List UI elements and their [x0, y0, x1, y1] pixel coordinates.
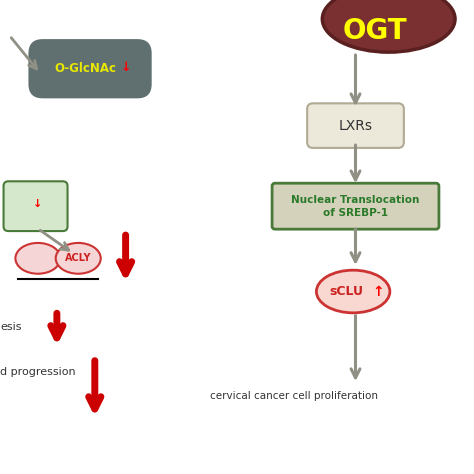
FancyBboxPatch shape	[28, 39, 152, 99]
Text: ↑: ↑	[372, 284, 383, 299]
Ellipse shape	[316, 270, 390, 313]
Text: cervical cancer cell proliferation: cervical cancer cell proliferation	[210, 391, 378, 401]
Text: ACLY: ACLY	[65, 253, 91, 264]
Text: d progression: d progression	[0, 367, 76, 377]
Text: ↓: ↓	[120, 61, 131, 74]
FancyBboxPatch shape	[307, 103, 404, 148]
Text: O-GlcNAc: O-GlcNAc	[55, 62, 116, 75]
FancyBboxPatch shape	[3, 182, 67, 231]
Text: OGT: OGT	[342, 17, 407, 45]
Ellipse shape	[56, 243, 100, 274]
Text: sCLU: sCLU	[329, 285, 363, 298]
FancyBboxPatch shape	[272, 183, 439, 229]
Text: esis: esis	[0, 322, 21, 332]
Text: ↓: ↓	[33, 199, 43, 209]
Ellipse shape	[15, 243, 61, 274]
Ellipse shape	[322, 0, 455, 52]
Text: Nuclear Translocation
of SREBP-1: Nuclear Translocation of SREBP-1	[292, 195, 419, 218]
Text: LXRs: LXRs	[338, 118, 373, 133]
